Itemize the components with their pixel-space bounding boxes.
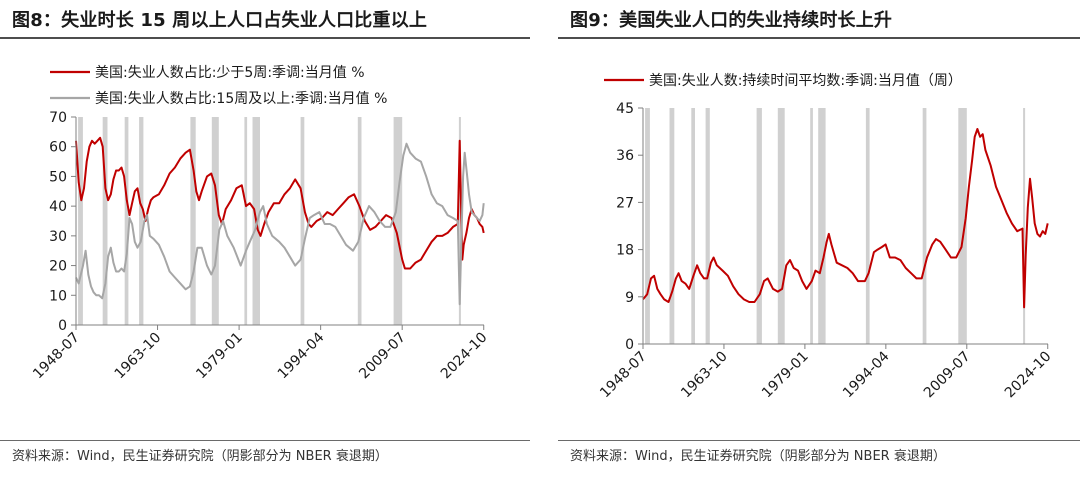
recession-shade xyxy=(211,117,219,325)
figure-9-title: 图9：美国失业人口的失业持续时长上升 xyxy=(570,10,893,31)
recession-shade xyxy=(645,108,650,344)
source-rule xyxy=(558,440,1080,441)
y-tick-label: 45 xyxy=(616,101,634,117)
x-tick-label: 1994-04 xyxy=(840,348,893,401)
recession-shade xyxy=(958,108,967,344)
x-tick-label: 1963-10 xyxy=(112,330,165,383)
recession-shade xyxy=(818,108,826,344)
figure-9-panel: 图9：美国失业人口的失业持续时长上升 0 9 18 27 36 45 1948-07 1963… xyxy=(558,0,1080,477)
series-line xyxy=(75,142,485,306)
x-tick-label: 1948-07 xyxy=(597,349,650,402)
x-tick-label: 2024-10 xyxy=(1002,349,1055,402)
recession-shade xyxy=(756,108,762,344)
recession-shade xyxy=(777,108,785,344)
recession-shade xyxy=(357,117,362,325)
figure-8-title: 图8：失业时长 15 周以上人口占失业人口比重以上 xyxy=(12,10,428,31)
legend-label: 美国:失业人数占比:15周及以上:季调:当月值 % xyxy=(95,91,387,107)
y-tick-label: 40 xyxy=(49,199,67,215)
x-tick-label: 2009-07 xyxy=(356,330,409,383)
y-tick-label: 50 xyxy=(49,169,67,185)
y-tick-label: 18 xyxy=(616,243,634,259)
recession-shade xyxy=(691,108,695,344)
recession-shade xyxy=(393,117,403,325)
y-tick-label: 20 xyxy=(49,259,67,275)
y-tick-label: 36 xyxy=(616,148,634,164)
recession-shade xyxy=(300,117,305,325)
y-tick-label: 27 xyxy=(616,195,634,211)
figure-8-panel: 图8：失业时长 15 周以上人口占失业人口比重以上 0 10 20 30 40 50 60 7… xyxy=(0,0,530,477)
legend-label: 美国:失业人数:持续时间平均数:季调:当月值（周） xyxy=(649,72,962,89)
recession-shade xyxy=(102,117,108,325)
recession-shade xyxy=(865,108,870,344)
recession-shade xyxy=(1023,108,1026,344)
x-tick-label: 1948-07 xyxy=(30,330,83,383)
x-tick-label: 1979-01 xyxy=(759,349,812,402)
y-tick-label: 10 xyxy=(49,288,67,304)
y-tick-label: 60 xyxy=(49,140,67,156)
x-tick-label: 2009-07 xyxy=(921,349,974,402)
x-tick-label: 1994-04 xyxy=(275,329,328,382)
x-tick-label: 1979-01 xyxy=(193,330,246,383)
recession-shade xyxy=(190,117,196,325)
y-tick-label: 70 xyxy=(49,110,67,126)
recession-shade xyxy=(922,108,927,344)
recession-shade xyxy=(78,117,83,325)
source-note: 资料来源：Wind，民生证券研究院（阴影部分为 NBER 衰退期） xyxy=(570,449,946,464)
x-tick-label: 2024-10 xyxy=(438,330,491,383)
recession-shade xyxy=(139,117,144,325)
legend-label: 美国:失业人数占比:少于5周:季调:当月值 % xyxy=(95,65,365,81)
y-tick-label: 0 xyxy=(58,318,67,334)
recession-shade xyxy=(705,108,710,344)
source-note: 资料来源：Wind，民生证券研究院（阴影部分为 NBER 衰退期） xyxy=(12,449,388,464)
y-tick-label: 9 xyxy=(625,290,634,306)
recession-shade xyxy=(124,117,129,325)
y-tick-label: 30 xyxy=(49,229,67,245)
figure-8-chart: 0 10 20 30 40 50 60 70 1948-07 1963-10 1979-01 1994… xyxy=(30,65,491,383)
recession-shade xyxy=(810,108,813,344)
x-tick-label: 1963-10 xyxy=(678,349,731,402)
series-line xyxy=(642,128,1049,309)
title-rule xyxy=(0,37,530,39)
series-line xyxy=(75,136,485,270)
figure-9-chart: 0 9 18 27 36 45 1948-07 1963-10 1979-01 1994-04 20… xyxy=(597,72,1055,402)
recession-shade xyxy=(458,117,461,325)
y-tick-label: 0 xyxy=(625,337,634,353)
source-rule xyxy=(0,440,530,441)
recession-shade xyxy=(244,117,248,325)
recession-shade xyxy=(669,108,675,344)
title-rule xyxy=(558,37,1080,39)
